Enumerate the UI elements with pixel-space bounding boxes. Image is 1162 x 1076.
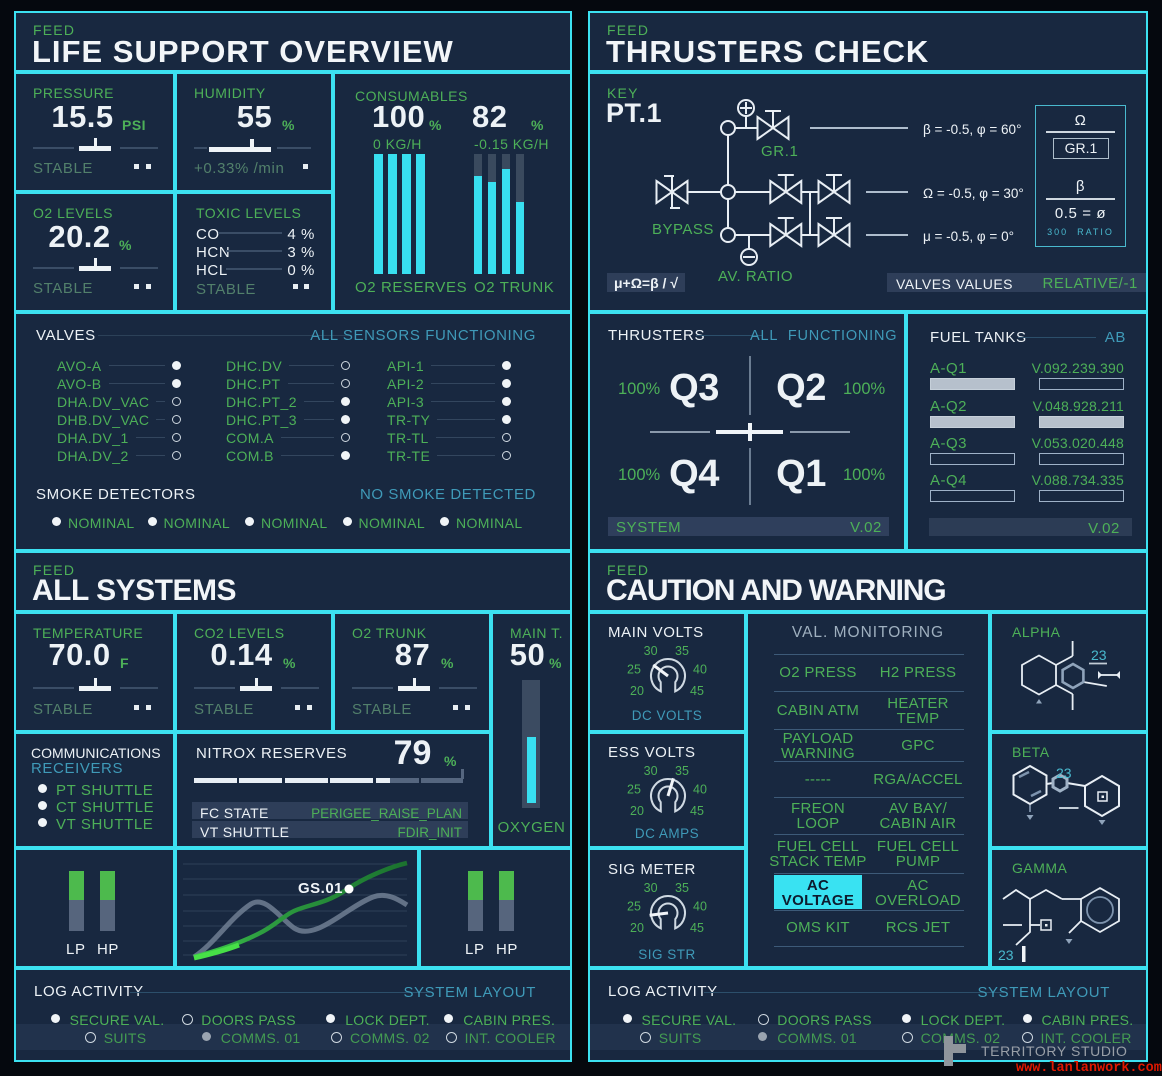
svg-text:GS.01: GS.01 [298, 880, 343, 897]
svg-text:23: 23 [1056, 765, 1072, 781]
svg-text:35: 35 [675, 881, 689, 895]
svg-text:30: 30 [644, 764, 658, 778]
svg-text:23: 23 [1091, 647, 1107, 663]
svg-text:45: 45 [690, 921, 704, 935]
svg-text:30: 30 [644, 644, 658, 658]
svg-text:30: 30 [644, 881, 658, 895]
svg-text:45: 45 [690, 804, 704, 818]
svg-text:35: 35 [675, 644, 689, 658]
svg-text:40: 40 [693, 783, 707, 797]
svg-text:20: 20 [630, 804, 644, 818]
svg-text:35: 35 [675, 764, 689, 778]
svg-text:20: 20 [630, 921, 644, 935]
svg-text:25: 25 [627, 900, 641, 914]
svg-text:45: 45 [690, 684, 704, 698]
svg-text:25: 25 [627, 663, 641, 677]
svg-text:40: 40 [693, 663, 707, 677]
svg-text:20: 20 [630, 684, 644, 698]
svg-text:25: 25 [627, 783, 641, 797]
svg-text:23: 23 [998, 947, 1014, 963]
svg-text:40: 40 [693, 900, 707, 914]
